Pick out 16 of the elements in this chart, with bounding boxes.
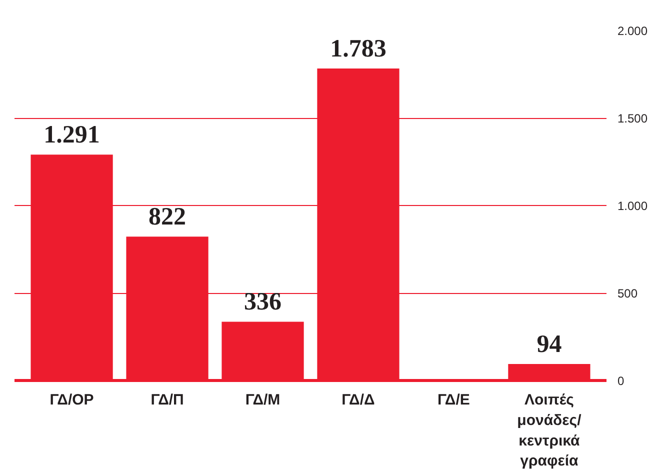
data-label: 1.291 bbox=[44, 122, 100, 149]
y-tick-label: 0 bbox=[618, 374, 624, 388]
x-tick-label: ΓΔ/Ε bbox=[438, 392, 470, 408]
y-tick-label: 2.000 bbox=[618, 24, 648, 38]
data-label: 94 bbox=[536, 331, 562, 358]
x-tick-label: ΓΔ/Π bbox=[150, 392, 184, 408]
data-label: 822 bbox=[148, 204, 186, 231]
x-tick-label: ΓΔ/Δ bbox=[342, 392, 376, 408]
x-tick-label: ΓΔ/Μ bbox=[245, 392, 280, 408]
y-tick-label: 1.000 bbox=[618, 199, 648, 213]
x-tick-label: ΓΔ/ΟΡ bbox=[50, 392, 94, 408]
y-tick-label: 500 bbox=[618, 286, 638, 300]
data-label: 1.783 bbox=[330, 35, 386, 62]
y-tick-label: 1.500 bbox=[618, 112, 648, 126]
data-label: 336 bbox=[244, 288, 282, 316]
x-tick-label: Λοιπές μονάδες/ κεντρικά γραφεία bbox=[517, 392, 582, 470]
